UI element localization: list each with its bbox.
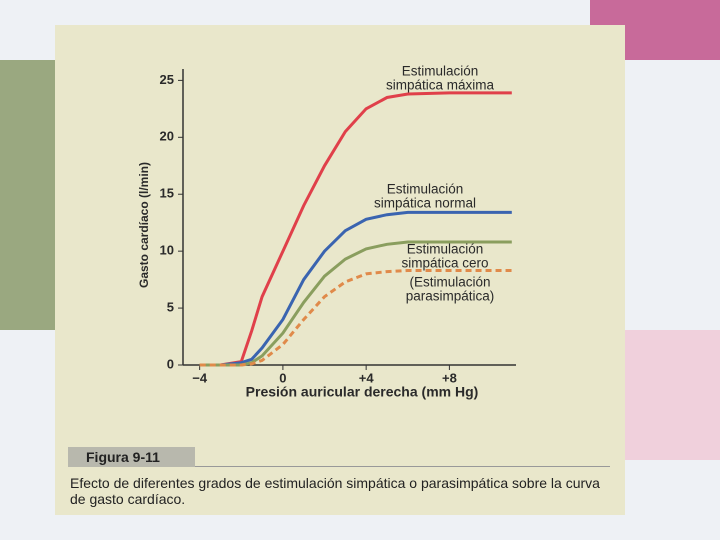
y-axis-label: Gasto cardíaco (l/min) [137, 162, 151, 288]
curve [199, 269, 512, 367]
curve-label: Estimulación [407, 242, 484, 257]
rule [195, 466, 610, 467]
y-tick-label: 10 [160, 243, 174, 258]
x-tick-label: +4 [359, 370, 375, 385]
y-tick-label: 0 [167, 356, 174, 371]
y-tick-label: 25 [160, 72, 174, 87]
y-tick-label: 15 [160, 186, 174, 201]
x-tick-label: 0 [279, 370, 286, 385]
book-page [55, 25, 625, 515]
x-tick-label: −4 [192, 370, 208, 385]
berry-photo [0, 60, 55, 330]
curve-label: simpática máxima [386, 78, 495, 93]
curve-label: Estimulación [387, 182, 464, 197]
figure-label: Figura 9-11 [68, 447, 195, 467]
y-tick-label: 5 [167, 300, 174, 315]
curve-label: simpática cero [401, 256, 488, 271]
curve [199, 210, 512, 367]
curve-label: (Estimulación [409, 275, 490, 290]
pink-photo [625, 330, 720, 460]
caption: Efecto de diferentes grados de estimulac… [70, 475, 600, 507]
x-tick-label: +8 [442, 370, 457, 385]
curve-label: parasimpática) [406, 289, 495, 304]
curve-label: simpática normal [374, 196, 476, 211]
curve-label: Estimulación [402, 64, 479, 79]
x-axis-label: Presión auricular derecha (mm Hg) [246, 384, 479, 400]
y-tick-label: 20 [160, 129, 174, 144]
curve [199, 91, 512, 367]
